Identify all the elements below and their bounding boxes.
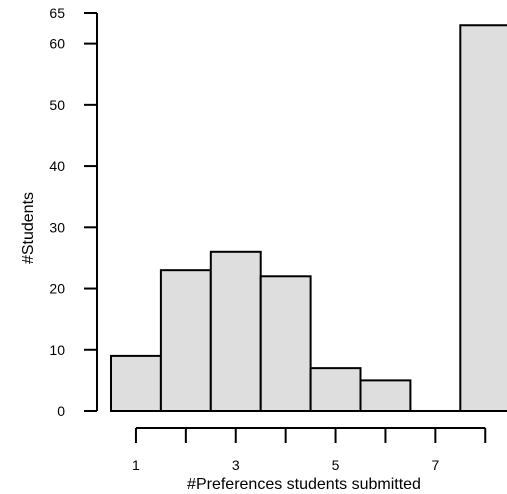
histogram-bar	[359, 379, 412, 412]
y-tick-label: 50	[49, 97, 65, 113]
y-tick-label: 10	[49, 342, 65, 358]
x-tick-label: 1	[132, 457, 140, 473]
y-tick-label: 65	[49, 5, 65, 21]
y-tick-label: 40	[49, 158, 65, 174]
x-axis: 1 3 5 7	[132, 427, 487, 473]
histogram-bar	[259, 275, 312, 412]
x-tick-label: 7	[431, 457, 439, 473]
histogram-bar	[309, 367, 362, 412]
y-tick-label: 60	[49, 36, 65, 52]
x-tick-label: 5	[332, 457, 340, 473]
x-tick-label: 3	[232, 457, 240, 473]
y-tick-label: 0	[57, 403, 65, 419]
histogram-bar	[209, 250, 262, 412]
x-axis-title: #Preferences students submitted	[187, 476, 421, 493]
bars-group	[110, 24, 507, 412]
y-axis-title: #Students	[20, 192, 37, 264]
y-tick-label: 20	[49, 281, 65, 297]
y-tick-label: 30	[49, 219, 65, 235]
histogram-bar	[110, 354, 162, 412]
histogram-bar	[459, 24, 507, 412]
y-axis: 0 10 20 30 40 50 60 65	[49, 5, 98, 419]
histogram-bar	[159, 269, 212, 412]
